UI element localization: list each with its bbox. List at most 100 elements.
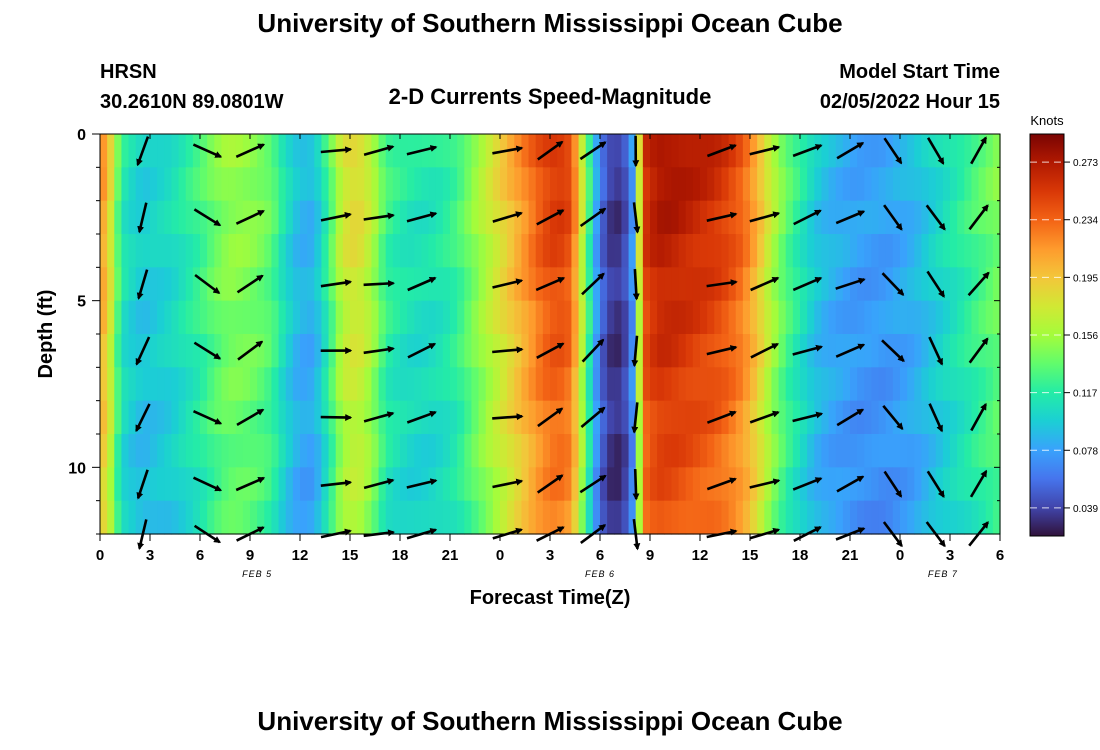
heatmap-cell [350, 267, 358, 302]
heatmap-cell [771, 267, 780, 302]
heatmap-cell [814, 434, 823, 468]
heatmap-cell [357, 134, 365, 168]
heatmap-cell [421, 234, 430, 268]
heatmap-cell [321, 300, 330, 335]
current-vector-arrow [925, 204, 946, 231]
heatmap-cell [335, 234, 344, 268]
heatmap-cell [764, 267, 773, 302]
heatmap-cell [857, 300, 865, 335]
heatmap-cell [871, 500, 880, 535]
heatmap-cell [200, 400, 208, 435]
heatmap-cell [542, 134, 551, 168]
heatmap-cell [107, 434, 115, 468]
heatmap-cell [635, 367, 644, 402]
heatmap-cell [550, 500, 558, 535]
heatmap-cell [471, 434, 480, 468]
heatmap-cell [307, 300, 315, 335]
current-vector-arrow [883, 204, 903, 231]
heatmap-cell [107, 200, 115, 235]
heatmap-cell [907, 167, 915, 202]
heatmap-cell [842, 300, 851, 335]
current-vector-arrow [926, 137, 945, 165]
heatmap-cell [492, 500, 501, 535]
current-vector-arrow [492, 413, 524, 421]
heatmap-cell [914, 200, 923, 235]
heatmap-cell [535, 167, 544, 202]
heatmap-cells [100, 134, 1001, 535]
heatmap-cell [614, 134, 623, 168]
heatmap-cell [642, 500, 651, 535]
heatmap-cell [914, 334, 923, 368]
heatmap-cell [428, 267, 437, 302]
heatmap-cell [921, 267, 930, 302]
heatmap-cell [121, 367, 130, 402]
heatmap-cell [928, 167, 937, 202]
heatmap-cell [450, 300, 458, 335]
current-vector-arrow [792, 144, 823, 158]
heatmap-cell [664, 234, 673, 268]
heatmap-cell [264, 300, 273, 335]
heatmap-cell [614, 200, 623, 235]
y-axis-label: Depth (ft) [35, 290, 57, 379]
heatmap-cell [871, 434, 880, 468]
heatmap-cell [964, 434, 973, 468]
heatmap-cell [607, 300, 615, 335]
heatmap-cell [128, 334, 137, 368]
heatmap-cell [135, 434, 144, 468]
heatmap-cell [278, 467, 287, 502]
heatmap-cell [700, 467, 708, 502]
heatmap-cell [528, 500, 537, 535]
heatmap-cell [178, 167, 187, 202]
heatmap-cell [864, 167, 873, 202]
heatmap-cell [128, 234, 137, 268]
current-vector-arrow [492, 211, 523, 223]
heatmap-cell [214, 234, 223, 268]
heatmap-cell [871, 134, 880, 168]
heatmap-cell [857, 467, 865, 502]
heatmap-cell [528, 467, 537, 502]
heatmap-cell [100, 434, 108, 468]
heatmap-cell [685, 300, 694, 335]
heatmap-cell [328, 234, 337, 268]
heatmap-cell [621, 434, 630, 468]
heatmap-cell [200, 334, 208, 368]
heatmap-cell [457, 500, 465, 535]
heatmap-cell [728, 234, 737, 268]
heatmap-cell [350, 467, 358, 502]
current-vector-arrow [406, 145, 438, 156]
heatmap-cell [571, 300, 580, 335]
heatmap-cell [942, 367, 951, 402]
current-vector-arrow [320, 279, 353, 288]
heatmap-cell [650, 467, 658, 502]
x-tick-label: 9 [246, 547, 254, 564]
heatmap-cell [207, 300, 215, 335]
heatmap-cell [764, 434, 773, 468]
heatmap-cell [171, 134, 180, 168]
heatmap-cell [692, 467, 701, 502]
heatmap-cell [828, 500, 837, 535]
heatmap-cell [885, 500, 894, 535]
current-vector-arrow [135, 336, 151, 366]
heatmap-cell [600, 434, 608, 468]
heatmap-cell [464, 434, 473, 468]
heatmap-cell [107, 500, 115, 535]
heatmap-cell [292, 200, 301, 235]
heatmap-cell [214, 300, 223, 335]
heatmap-cell [821, 400, 830, 435]
heatmap-cell [607, 467, 615, 502]
heatmap-cell [385, 400, 394, 435]
heatmap-cell [957, 300, 965, 335]
heatmap-cell [971, 400, 980, 435]
colorbar: Knots 0.2730.2340.1950.1560.1170.0780.03… [1029, 113, 1098, 537]
heatmap-cell [707, 200, 715, 235]
heatmap-cell [792, 434, 801, 468]
current-vector-arrow [235, 209, 265, 225]
heatmap-cell [471, 467, 480, 502]
heatmap-cell [142, 400, 151, 435]
heatmap-cell [100, 367, 108, 402]
heatmap-cell [878, 334, 887, 368]
heatmap-cell [885, 300, 894, 335]
heatmap-cell [292, 500, 301, 535]
heatmap-cell [978, 200, 987, 235]
heatmap-cell [257, 434, 265, 468]
